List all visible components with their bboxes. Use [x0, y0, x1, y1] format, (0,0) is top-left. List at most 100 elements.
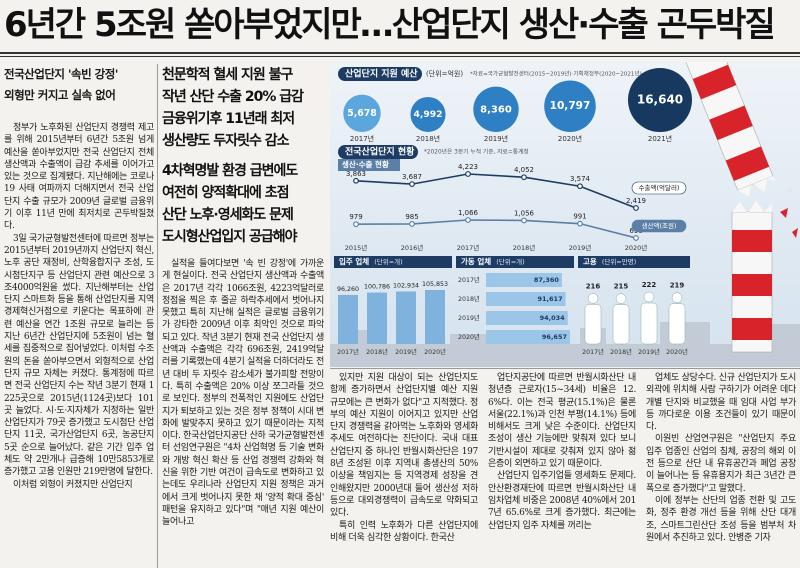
person-year: 2020년 — [666, 347, 688, 356]
paragraph: 이원빈 산업연구원은 "산업단지 주요 입주 업종인 산업의 침체, 공장의 해… — [646, 434, 796, 494]
subhead: 작년 산단 수출 20% 급감 — [162, 89, 304, 105]
bar — [425, 290, 445, 344]
bar-label: 96,657 — [542, 333, 567, 341]
series-point — [521, 217, 527, 224]
body-text: 있지만 지원 대상이 되는 산업단지도 함께 증가하면서 산업단지별 예산 지원… — [330, 372, 478, 544]
middle-column: 천문학적 혈세 지원 불구 작년 산단 수출 20% 급감 금융위기후 11년래 최… — [162, 64, 324, 568]
person-year: 2018년 — [610, 347, 632, 356]
series-point — [409, 221, 415, 227]
x-label: 2016년 — [401, 243, 424, 252]
budget-circle — [473, 86, 519, 132]
person-body — [668, 303, 686, 345]
person-head — [643, 291, 655, 303]
kicker: 전국산업단지 '속빈 강정' — [4, 67, 118, 81]
subhead: 4차혁명발 환경 급변에도 — [162, 163, 298, 179]
bar — [486, 273, 562, 287]
panel-unit: (단위=개) — [496, 257, 524, 266]
paragraph: 3일 국가균형발전센터에 따르면 정부는 2015년부터 2019년까지 산업단… — [4, 233, 154, 478]
x-label: 2018년 — [513, 243, 536, 252]
budget-year: 2018년 — [416, 134, 440, 143]
paragraph: 업체도 상당수다. 신규 산업단지가 도시 외곽에 위치해 사람 구하기가 어려… — [646, 373, 796, 433]
budget-value: 4,992 — [413, 109, 442, 120]
paragraph: 이처럼 외형이 커졌지만 산업단지 — [13, 479, 133, 490]
series-line — [355, 219, 637, 239]
series-point — [633, 205, 639, 211]
person — [668, 292, 686, 345]
person — [584, 293, 602, 345]
subhead: 산단 노후·영세화도 문제 — [162, 207, 294, 223]
bar — [396, 291, 416, 344]
budget-circle — [628, 68, 692, 132]
point-label: 2,419 — [626, 197, 646, 205]
panel-header — [334, 256, 452, 268]
subhead: 여전히 양적확대에 초점 — [162, 185, 290, 201]
point-label: 4,052 — [514, 166, 534, 174]
body-text: 정부가 노후화된 산업단지 경쟁력 제고를 위해 2015년부터 6년간 5조원… — [4, 122, 154, 491]
bar-label: 105,853 — [422, 281, 448, 288]
series-point — [577, 220, 583, 227]
subhead: 금융위기후 11년래 최저 — [162, 111, 295, 127]
budget-value: 8,360 — [480, 104, 512, 115]
person — [640, 291, 658, 345]
bar-label: 100,786 — [364, 284, 390, 291]
bar-year: 2018년 — [458, 294, 480, 303]
person-head — [587, 293, 599, 304]
budget-circle — [544, 80, 596, 132]
bar — [486, 311, 568, 325]
section-title-box — [338, 145, 418, 159]
bar — [367, 292, 387, 344]
x-label: 2015년 — [345, 243, 368, 252]
series-point — [633, 235, 639, 241]
kicker: 외형만 커지고 실속 없어 — [4, 88, 116, 102]
bar-year: 2018년 — [366, 347, 388, 356]
person-label: 216 — [586, 282, 601, 290]
bar-year: 2017년 — [458, 275, 480, 284]
person-body — [640, 302, 658, 345]
headline: 6년간 5조원 쏟아부었지만…산업단지 생산·수출 곤두박질 — [4, 5, 776, 45]
panel-title: 가동 업체 — [461, 256, 491, 266]
lower-column: 업단지공단에 따르면 반월시화산단 내 청년층 근로자(15~34세) 비율은 … — [488, 372, 636, 568]
paragraph: 특히 인력 노후화가 다른 산업단지에 비해 더욱 심각한 상황이다. 한국산 — [330, 520, 478, 543]
bar-label: 96,260 — [337, 286, 359, 293]
source: *자료=국가균형발전센터(2015~2019년)·기획재정부(2020~2021… — [470, 70, 642, 78]
legend-label: 생산액(조원) — [642, 221, 677, 230]
series-point — [577, 183, 583, 190]
bar-label: 91,617 — [538, 295, 563, 303]
bar-label: 94,034 — [540, 314, 566, 322]
panel-title: 입주 업체 — [339, 256, 369, 266]
body-text: 업단지공단에 따르면 반월시화산단 내 청년층 근로자(15~34세) 비율은 … — [488, 372, 636, 532]
point-label: 991 — [573, 213, 586, 221]
bar-year: 2020년 — [424, 347, 446, 356]
bar — [486, 292, 566, 306]
series-line — [355, 173, 637, 209]
legend-box — [631, 181, 687, 195]
point-label: 3,687 — [402, 173, 422, 181]
point-label: 4,223 — [458, 163, 478, 171]
person-body — [584, 304, 602, 345]
budget-circle — [343, 94, 381, 132]
bar — [338, 294, 358, 344]
person-label: 222 — [642, 281, 657, 289]
panel-header — [578, 256, 690, 268]
bar — [486, 330, 570, 344]
point-label: 3,574 — [570, 175, 591, 183]
note: *2020년은 3분기 누적 기준, 자료=통계청 — [424, 148, 529, 156]
panel-title: 고용 — [583, 256, 597, 266]
series-point — [465, 171, 471, 177]
panel-unit: (단위=개) — [374, 257, 402, 266]
rule — [0, 52, 800, 54]
rule — [0, 56, 800, 57]
panel-unit: (단위=만명) — [602, 257, 636, 266]
section-title: 전국산업단지 현황 — [345, 146, 415, 158]
x-label: 2017년 — [457, 243, 480, 252]
person-head — [615, 293, 627, 304]
legend-label: 수출액(억달러) — [639, 183, 680, 192]
series-point — [353, 177, 359, 184]
section-title: 산업단지 지원 예산 — [345, 68, 418, 80]
infographic: 산업단지 지원 예산 (단위=억원) *자료=국가균형발전센터(2015~2019년… — [330, 62, 800, 367]
person-label: 219 — [670, 282, 685, 290]
chimney-top — [684, 62, 776, 197]
point-label: 3,863 — [346, 170, 366, 178]
subtitle-box — [338, 159, 400, 171]
